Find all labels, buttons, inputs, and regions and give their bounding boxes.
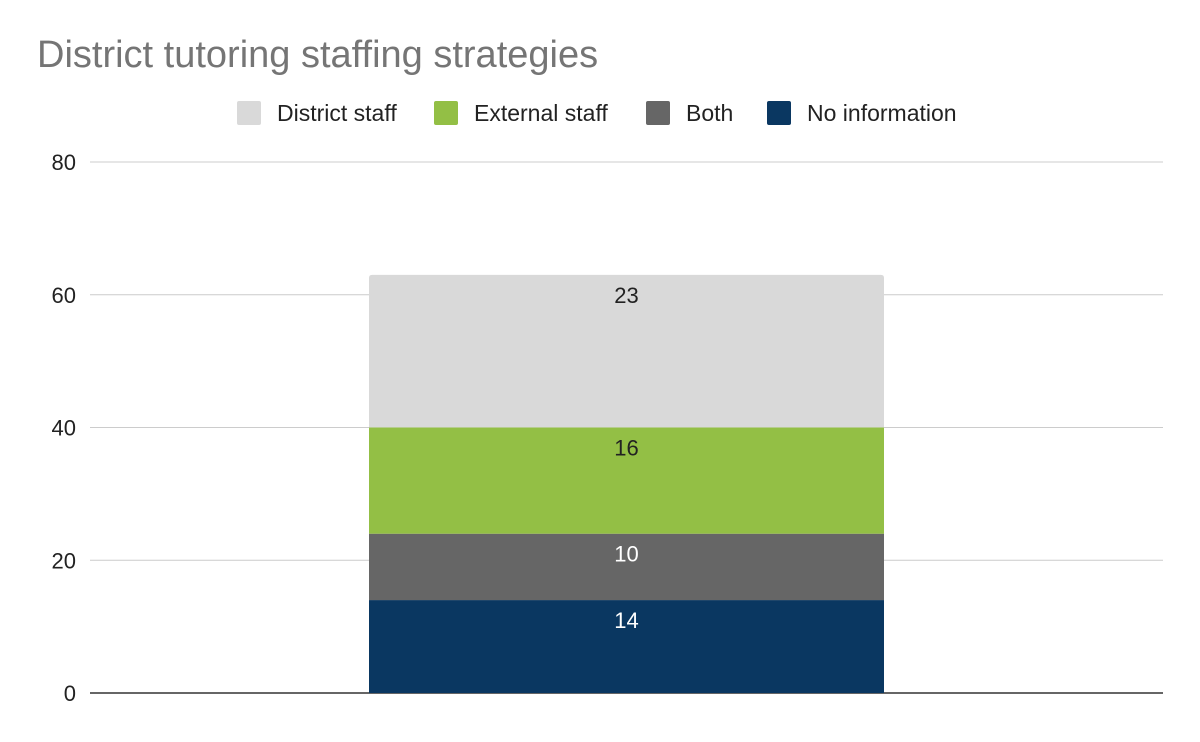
legend-label: External staff	[474, 99, 608, 126]
y-tick-label: 20	[52, 548, 76, 573]
bar-segment-external-staff	[369, 427, 884, 534]
legend-swatch	[767, 101, 791, 125]
legend-label: Both	[686, 99, 734, 126]
legend-swatch	[237, 101, 261, 125]
chart-legend: District staff External staff Both No infor…	[0, 98, 1200, 128]
y-tick-label: 60	[52, 283, 76, 308]
legend-item-district-staff: District staff	[237, 98, 397, 128]
legend-swatch	[434, 101, 458, 125]
legend-label: No information	[807, 99, 957, 126]
bar-segment-district-staff	[369, 274, 884, 428]
data-label-both: 10	[614, 542, 638, 567]
y-tick-label: 80	[52, 150, 76, 175]
legend-item-no-information: No information	[767, 98, 957, 128]
legend-item-external-staff: External staff	[434, 98, 608, 128]
chart-title: District tutoring staffing strategies	[37, 34, 599, 76]
legend-swatch	[646, 101, 670, 125]
data-label-external-staff: 16	[614, 436, 638, 461]
legend-item-both: Both	[646, 98, 733, 128]
legend-label: District staff	[277, 99, 397, 126]
y-tick-label: 0	[64, 681, 76, 706]
bar-segment-both	[369, 533, 884, 601]
data-label-no-information: 14	[614, 608, 638, 633]
data-label-district-staff: 23	[614, 283, 638, 308]
y-tick-label: 40	[52, 416, 76, 441]
bar-segment-no-information	[369, 600, 884, 693]
